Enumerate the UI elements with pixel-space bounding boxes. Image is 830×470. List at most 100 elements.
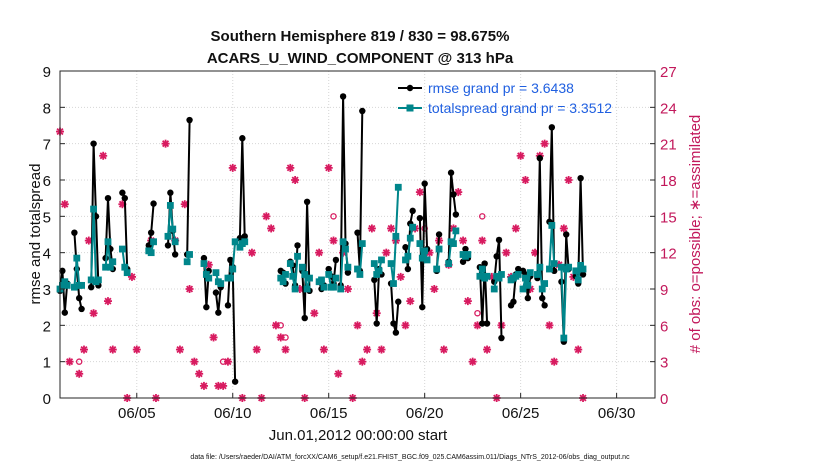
- rmse-point: [359, 107, 366, 115]
- rmse-point: [447, 169, 455, 176]
- obs-possible-marker: [75, 358, 83, 365]
- totalspread-point: [483, 272, 491, 280]
- obs-assimilated-marker: [185, 285, 194, 293]
- rmse-point: [344, 269, 352, 276]
- totalspread-point: [202, 271, 210, 278]
- totalspread-point: [445, 260, 453, 267]
- totalspread-point: [241, 238, 249, 246]
- totalspread-point: [418, 254, 426, 262]
- totalspread-point: [344, 263, 352, 271]
- obs-possible-marker: [474, 309, 481, 317]
- obs-assimilated-marker: [415, 188, 424, 197]
- rmse-point: [479, 320, 486, 327]
- rmse-point: [78, 305, 85, 313]
- rmse-point: [332, 256, 340, 264]
- obs-assimilated-marker: [483, 345, 492, 354]
- rmse-point: [541, 302, 548, 309]
- rmse-point: [294, 242, 301, 249]
- rmse-line-segment: [186, 119, 191, 255]
- rmse-point: [577, 174, 584, 182]
- rmse-point: [354, 229, 361, 236]
- rmse-point: [59, 267, 66, 275]
- obs-possible-marker: [330, 213, 337, 220]
- totalspread-point: [495, 274, 503, 282]
- rmse-line-segment: [301, 200, 311, 320]
- obs-assimilated-marker: [315, 248, 324, 257]
- rmse-point: [459, 258, 467, 265]
- totalspread-point: [236, 243, 244, 251]
- rmse-point: [121, 194, 128, 202]
- rmse-point: [301, 314, 308, 322]
- totalspread-point: [560, 334, 568, 342]
- obs-assimilated-marker: [540, 139, 549, 148]
- y-tick-label-left: 4: [43, 246, 51, 263]
- totalspread-point: [421, 247, 429, 255]
- series-layer: [56, 93, 587, 385]
- totalspread-point: [524, 281, 532, 289]
- totalspread-point: [538, 285, 546, 293]
- totalspread-point: [409, 223, 417, 231]
- totalspread-point: [279, 278, 287, 286]
- rmse-point: [150, 200, 157, 207]
- x-tick-label: 06/10: [214, 405, 252, 422]
- rmse-point: [203, 303, 210, 311]
- obs-assimilated-marker: [329, 236, 338, 245]
- rmse-point: [325, 265, 332, 273]
- obs-assimilated-marker: [281, 345, 290, 354]
- totalspread-point: [289, 272, 297, 280]
- totalspread-point: [320, 283, 328, 291]
- totalspread-point: [282, 271, 289, 278]
- legend-spread-label: totalspread grand pr = 3.3512: [428, 100, 612, 116]
- rmse-line-segment: [447, 171, 457, 262]
- y-tick-label-left: 3: [43, 282, 51, 299]
- obs-assimilated-marker: [276, 333, 285, 342]
- legend: rmse grand pr = 3.6438 totalspread grand…: [398, 80, 612, 116]
- rmse-line-segment: [390, 283, 400, 334]
- obs-assimilated-marker: [267, 224, 276, 233]
- totalspread-point: [476, 272, 484, 280]
- rmse-point: [392, 329, 400, 336]
- obs-assimilated-marker: [271, 321, 280, 330]
- totalspread-line-segment: [418, 243, 429, 261]
- rmse-point: [90, 140, 97, 147]
- y-tick-label-right: 12: [660, 246, 677, 263]
- y-tick-label-right: 27: [660, 64, 677, 81]
- totalspread-point: [325, 271, 333, 278]
- totalspread-point: [61, 278, 69, 286]
- obs-assimilated-marker: [99, 151, 108, 160]
- totalspread-point: [534, 271, 541, 278]
- totalspread-point: [171, 238, 179, 246]
- totalspread-point: [169, 225, 177, 233]
- obs-assimilated-marker: [60, 200, 69, 209]
- obs-assimilated-marker: [353, 321, 362, 330]
- obs-assimilated-marker: [161, 139, 170, 148]
- rmse-point: [200, 254, 208, 262]
- y-tick-label-right: 3: [660, 355, 668, 372]
- obs-assimilated-marker: [559, 224, 568, 233]
- totalspread-point: [90, 205, 97, 213]
- totalspread-point: [200, 260, 208, 267]
- totalspread-point: [337, 285, 345, 293]
- totalspread-point: [423, 256, 431, 264]
- totalspread-point: [183, 258, 191, 266]
- obs-assimilated-marker: [502, 248, 511, 257]
- totalspread-line-segment: [167, 204, 177, 242]
- y-tick-label-left: 0: [43, 391, 51, 408]
- totalspread-point: [375, 267, 383, 275]
- obs-assimilated-marker: [377, 345, 386, 354]
- obs-assimilated-marker: [89, 309, 98, 318]
- totalspread-point: [73, 254, 81, 262]
- obs-assimilated-marker: [310, 309, 319, 318]
- totalspread-point: [416, 240, 424, 247]
- totalspread-point: [548, 222, 556, 229]
- obs-assimilated-marker: [358, 357, 367, 366]
- totalspread-point: [546, 265, 553, 273]
- obs-assimilated-marker: [65, 357, 74, 366]
- obs-assimilated-marker: [228, 163, 237, 172]
- rmse-point: [171, 251, 179, 258]
- obs-assimilated-marker: [209, 333, 218, 342]
- totalspread-point: [387, 260, 395, 267]
- totalspread-point: [332, 274, 340, 282]
- rmse-point: [435, 231, 443, 238]
